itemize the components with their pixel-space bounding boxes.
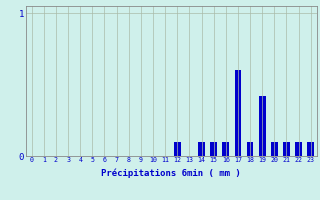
Bar [295, 142, 302, 156]
Bar [308, 142, 314, 156]
Bar [210, 142, 217, 156]
X-axis label: Précipitations 6min ( mm ): Précipitations 6min ( mm ) [101, 169, 241, 178]
Bar [259, 96, 266, 156]
Bar [235, 70, 241, 156]
Bar [222, 142, 229, 156]
Bar [247, 142, 253, 156]
Bar [198, 142, 205, 156]
Bar [174, 142, 180, 156]
Bar [283, 142, 290, 156]
Bar [271, 142, 278, 156]
